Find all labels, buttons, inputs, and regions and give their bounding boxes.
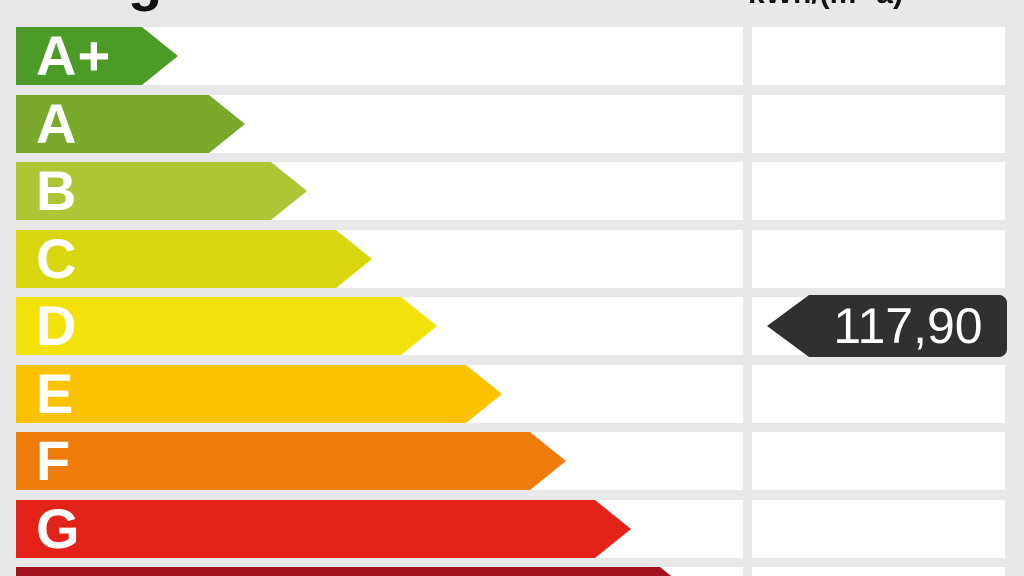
right-arrow-tip-icon xyxy=(401,297,437,355)
right-arrow-tip-icon xyxy=(530,432,566,490)
rating-band-letter: F xyxy=(36,429,72,492)
rating-bar-body: E xyxy=(16,365,466,423)
rating-bar-body: H xyxy=(16,567,660,576)
rating-bar-body: B xyxy=(16,162,271,220)
rating-band-letter: C xyxy=(36,227,78,290)
right-arrow-tip-icon xyxy=(271,162,307,220)
value-column-cell xyxy=(752,432,1005,490)
value-column-cell xyxy=(752,567,1005,576)
rating-bar-body: F xyxy=(16,432,530,490)
rating-bar-a-plus: A+ xyxy=(16,27,178,85)
rating-band-letter: D xyxy=(36,294,78,357)
rating-band-letter: A xyxy=(36,92,78,155)
rating-bar-body: A+ xyxy=(16,27,142,85)
rating-row-a-plus: A+ xyxy=(0,27,1024,85)
rating-band-letter: E xyxy=(36,362,75,425)
rating-row-g: G xyxy=(0,500,1024,558)
rating-row-a: A xyxy=(0,95,1024,153)
rating-bar-c: C xyxy=(16,230,372,288)
right-arrow-tip-icon xyxy=(466,365,502,423)
unit-column-header: kWh/(m²·a) xyxy=(748,0,903,11)
rating-bar-f: F xyxy=(16,432,566,490)
rating-bar-b: B xyxy=(16,162,307,220)
rating-row-b: B xyxy=(0,162,1024,220)
rating-row-f: F xyxy=(0,432,1024,490)
value-column-cell xyxy=(752,230,1005,288)
value-column-cell xyxy=(752,162,1005,220)
rating-bar-body: C xyxy=(16,230,336,288)
rating-band-letter: B xyxy=(36,159,78,222)
right-arrow-tip-icon xyxy=(660,567,696,576)
value-column-cell xyxy=(752,95,1005,153)
page-title-cropped: g xyxy=(128,0,162,13)
value-column-cell xyxy=(752,365,1005,423)
rating-bar-h: H xyxy=(16,567,696,576)
rating-band-letter: A+ xyxy=(36,24,112,87)
left-arrow-tip-icon xyxy=(767,295,809,357)
right-arrow-tip-icon xyxy=(336,230,372,288)
rating-bar-d: D xyxy=(16,297,437,355)
rating-bar-g: G xyxy=(16,500,631,558)
rating-row-e: E xyxy=(0,365,1024,423)
value-indicator-body: 117,90 xyxy=(809,295,1007,357)
rating-bar-e: E xyxy=(16,365,502,423)
rating-band-letter: H xyxy=(36,568,77,576)
rating-bar-body: D xyxy=(16,297,401,355)
indicated-value: 117,90 xyxy=(833,298,983,354)
rating-bar-body: G xyxy=(16,500,595,558)
right-arrow-tip-icon xyxy=(209,95,245,153)
rating-bar-body: A xyxy=(16,95,209,153)
value-indicator-arrow: 117,90 xyxy=(767,295,1007,357)
rating-row-c: C xyxy=(0,230,1024,288)
value-column-cell xyxy=(752,27,1005,85)
right-arrow-tip-icon xyxy=(595,500,631,558)
rating-band-letter: G xyxy=(36,497,81,560)
right-arrow-tip-icon xyxy=(142,27,178,85)
value-column-cell xyxy=(752,500,1005,558)
rating-row-h: H xyxy=(0,567,1024,576)
rating-bar-a: A xyxy=(16,95,245,153)
